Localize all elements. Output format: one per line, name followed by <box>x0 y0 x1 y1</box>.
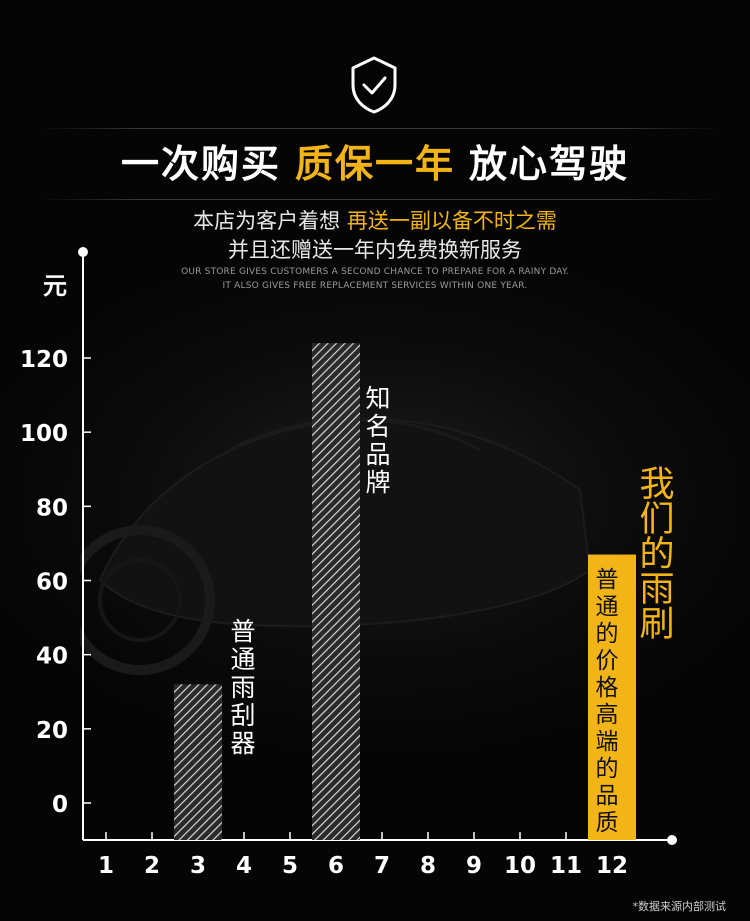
shield-check-icon <box>351 56 397 114</box>
headline: 一次购买 质保一年 放心驾驶 <box>0 136 750 192</box>
english-line-1: OUR STORE GIVES CUSTOMERS A SECOND CHANC… <box>181 267 569 277</box>
bar-label-normal-wiper: 普通雨刮器 <box>230 617 256 758</box>
x-tick-label: 8 <box>420 853 436 879</box>
header-divider-top <box>40 128 720 129</box>
subheadline-gold: 再送一副以备不时之需 <box>346 209 557 233</box>
headline-part-1: 一次购买 <box>120 142 281 186</box>
headline-part-3: 放心驾驶 <box>469 142 630 186</box>
x-tick-label: 2 <box>144 853 160 879</box>
x-tick-label: 9 <box>466 853 482 879</box>
y-tick-label: 20 <box>36 718 68 744</box>
header-divider-bottom <box>40 199 720 200</box>
y-axis-end-dot <box>78 247 88 257</box>
x-tick-label: 7 <box>374 853 390 879</box>
y-tick-label: 120 <box>20 347 68 373</box>
x-tick-label: 5 <box>282 853 298 879</box>
english-line-2: IT ALSO GIVES FREE REPLACEMENT SERVICES … <box>222 281 528 291</box>
headline-part-2: 质保一年 <box>294 142 455 186</box>
bar-label-our-wiper: 普通的价格 高端的品质 <box>595 567 619 836</box>
y-tick-label: 80 <box>36 495 68 521</box>
subheadline-white: 本店为客户着想 <box>193 209 341 233</box>
bar-label-brand: 知名品牌 <box>365 384 391 497</box>
y-tick-label: 40 <box>36 644 68 670</box>
y-tick-label: 60 <box>36 570 68 596</box>
x-tick-label: 1 <box>98 853 114 879</box>
subheadline-line-1: 本店为客户着想 再送一副以备不时之需 <box>0 206 750 236</box>
x-tick-label: 3 <box>190 853 206 879</box>
x-tick-label: 6 <box>328 853 344 879</box>
x-tick-label: 11 <box>550 853 582 879</box>
bar-12 <box>588 554 636 840</box>
y-tick-label: 0 <box>52 792 68 818</box>
x-tick-label: 4 <box>236 853 252 879</box>
subheadline-line-2: 并且还赠送一年内免费换新服务 <box>228 238 522 262</box>
footnote: *数据来源内部测试 <box>632 900 727 913</box>
y-axis-unit-label: 元 <box>43 272 67 300</box>
y-tick-label: 100 <box>20 421 68 447</box>
bar-3 <box>174 684 222 840</box>
bar-6 <box>312 343 360 840</box>
x-axis-end-dot <box>667 835 677 845</box>
x-tick-label: 12 <box>596 853 628 879</box>
annotation-our-wiper: 我们的雨刷 <box>639 465 675 645</box>
x-tick-label: 10 <box>504 853 536 879</box>
